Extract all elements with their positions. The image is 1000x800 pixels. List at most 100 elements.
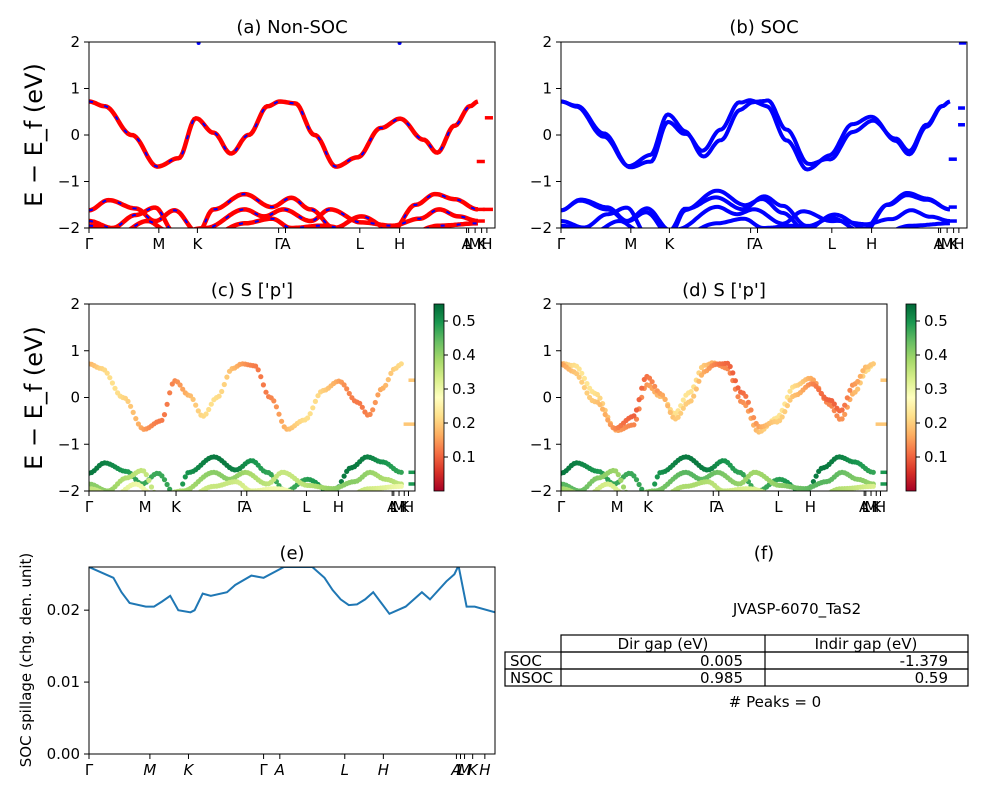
projection-point [579, 379, 585, 385]
x-tick-label: K [468, 761, 479, 779]
projection-point [154, 491, 159, 496]
y-tick-label: −2 [530, 219, 552, 237]
projection-point [321, 495, 326, 500]
x-tick-label: L [464, 235, 473, 253]
projection-point [626, 491, 631, 496]
gap-table: JVASP-6070_TaS2 Dir gap (eV) Indir gap (… [504, 600, 969, 711]
y-tick-label: 1 [70, 80, 80, 98]
x-tick-label: K [192, 235, 203, 253]
projection-point [357, 400, 363, 406]
projection-point [631, 413, 637, 419]
projection-point [652, 481, 658, 487]
projection-point [696, 378, 702, 384]
x-tick-label: M [624, 235, 637, 253]
projection-point [188, 496, 193, 501]
projection-point [636, 481, 642, 488]
soc-band-line [561, 216, 951, 228]
colorbar-tick-label: 0.5 [452, 312, 476, 330]
panel-a-title: (a) Non-SOC [236, 17, 347, 38]
projection-point [860, 368, 866, 374]
projection-point [587, 492, 592, 497]
panel-b-bands [561, 42, 967, 228]
projection-point [372, 399, 378, 406]
projection-point [576, 366, 582, 372]
projection-point [655, 498, 660, 503]
x-tick-label: H [481, 235, 492, 253]
projection-point [180, 481, 186, 487]
colorbar-tick-label: 0.2 [452, 414, 476, 432]
x-tick-label: K [871, 498, 882, 516]
projection-point [109, 380, 115, 386]
projection-point [629, 493, 634, 498]
projection-point [693, 386, 699, 392]
projection-point [295, 491, 300, 496]
projection-point [367, 411, 373, 417]
projection-point [633, 407, 640, 413]
colorbar [433, 303, 445, 492]
projection-point [646, 375, 653, 381]
projection-point [165, 492, 170, 497]
projection-point [680, 397, 686, 403]
projection-point [631, 493, 636, 498]
projection-point [112, 493, 117, 498]
soc-band-line [561, 98, 951, 169]
y-tick-label: −2 [530, 482, 552, 500]
y-tick-label: 2 [70, 33, 80, 51]
y-tick-label: −1 [530, 435, 552, 453]
y-tick-label: −1 [58, 435, 80, 453]
projection-point [273, 404, 279, 410]
spillage-line [89, 567, 495, 616]
projection-point [665, 403, 671, 409]
projection-point [629, 492, 634, 497]
x-tick-label: A [933, 235, 944, 253]
x-tick-label: M [469, 235, 482, 253]
projection-point [165, 494, 170, 499]
cell-nsoc-indir: 0.59 [915, 669, 948, 687]
projection-point [164, 401, 170, 407]
projection-point [579, 493, 584, 498]
projection-point [730, 370, 736, 376]
projection-point [625, 490, 627, 491]
colorbar-tick-label: 0.1 [924, 448, 948, 466]
projection-point [177, 382, 183, 388]
projection-point [839, 407, 845, 413]
projection-point [185, 497, 190, 502]
projection-point [597, 395, 603, 401]
panel-d-scatter [561, 360, 887, 503]
projection-point [637, 492, 642, 497]
colorbar-tick-label: 0.3 [924, 380, 948, 398]
panel-e-title: (e) [279, 543, 304, 564]
projection-point [824, 492, 829, 497]
projection-point [680, 405, 686, 411]
projection-point [842, 402, 848, 408]
projection-point [159, 473, 165, 479]
projection-point [665, 493, 670, 498]
projection-point [344, 386, 350, 392]
projection-point [130, 409, 136, 415]
panel-b-title: (b) SOC [729, 17, 798, 38]
projection-point [727, 363, 733, 370]
x-tick-label: K [949, 235, 960, 253]
x-tick-label: K [171, 498, 182, 516]
projection-point [620, 484, 627, 490]
projection-point [104, 370, 110, 376]
projection-point [206, 406, 212, 413]
y-tick-label: 2 [70, 295, 80, 313]
projection-point [119, 490, 121, 491]
projection-point [602, 411, 608, 418]
projection-point [398, 483, 404, 489]
projection-point [168, 490, 171, 491]
projection-point [847, 387, 853, 393]
projection-point [146, 477, 152, 483]
y-tick-label: 1 [70, 342, 80, 360]
projection-point [735, 385, 741, 391]
projection-point [125, 398, 131, 404]
projection-point [639, 486, 645, 491]
projection-point [636, 397, 642, 403]
projection-point [191, 494, 196, 499]
projection-point [640, 490, 643, 491]
x-tick-label: Γ [274, 235, 283, 253]
projection-point [159, 417, 165, 423]
colorbar-tick-label: 0.1 [452, 448, 476, 466]
